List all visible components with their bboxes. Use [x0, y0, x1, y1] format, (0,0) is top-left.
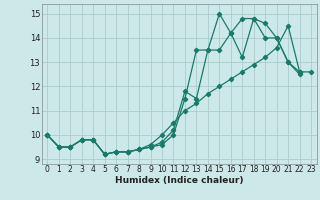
X-axis label: Humidex (Indice chaleur): Humidex (Indice chaleur) [115, 176, 244, 185]
